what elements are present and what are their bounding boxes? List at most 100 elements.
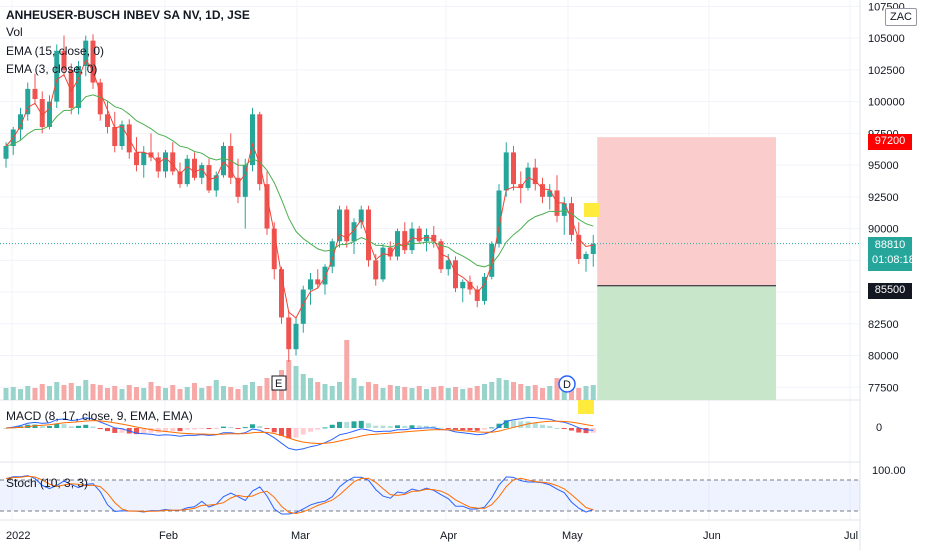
macd-histogram-bar xyxy=(547,425,553,428)
time-tick-label: Feb xyxy=(159,530,178,542)
volume-bar xyxy=(395,386,400,400)
volume-bar xyxy=(583,386,589,400)
volume-bar xyxy=(192,383,197,400)
legend-ema15[interactable]: EMA (15, close, 0) xyxy=(6,44,105,58)
signal-line xyxy=(5,420,594,445)
volume-bar xyxy=(590,385,596,400)
volume-bar xyxy=(264,378,270,400)
short-position-tool[interactable] xyxy=(0,137,860,414)
macd-histogram-bar xyxy=(453,428,458,430)
macd-histogram-bar xyxy=(119,428,125,433)
macd-histogram-bar xyxy=(257,426,263,428)
highlight-box xyxy=(584,203,600,217)
dividend-marker-circle xyxy=(558,375,576,393)
volume-bar xyxy=(300,374,306,400)
volume-bar xyxy=(308,378,313,400)
candle-body xyxy=(228,146,234,178)
volume-bar xyxy=(554,378,560,400)
candle-body xyxy=(105,114,110,127)
candle-body xyxy=(97,82,103,115)
time-tick-label: 2022 xyxy=(6,530,30,542)
macd-histogram-bar xyxy=(61,424,67,428)
macd-histogram-bar xyxy=(540,424,545,428)
candle-body xyxy=(503,152,509,191)
volume-bar xyxy=(474,386,480,400)
volume-bar xyxy=(39,384,45,400)
macd-histogram-bar xyxy=(192,428,197,430)
macd-histogram-bar xyxy=(322,427,328,429)
macd-histogram-bar xyxy=(351,421,357,428)
candle-body xyxy=(496,190,502,244)
macd-histogram-bar xyxy=(293,428,299,438)
legend-vol[interactable]: Vol xyxy=(6,25,23,39)
macd-histogram-bar xyxy=(163,428,168,432)
time-axis[interactable]: 2022 Feb Mar Apr May Jun Jul xyxy=(6,530,858,542)
candle-body xyxy=(90,40,96,83)
earnings-marker-box xyxy=(271,375,287,391)
candle-body xyxy=(322,266,328,285)
candle-body xyxy=(264,184,270,229)
candle-body xyxy=(351,222,357,242)
currency-badge[interactable]: ZAC xyxy=(885,8,917,26)
candle-body xyxy=(380,247,386,280)
candle-body xyxy=(532,167,538,185)
candle-body xyxy=(409,228,415,251)
macd-histogram-bar xyxy=(467,428,473,431)
candle-body xyxy=(221,146,226,176)
volume-bar xyxy=(293,366,299,400)
volume-bar xyxy=(170,385,176,400)
macd-histogram-bar xyxy=(561,428,567,429)
candle-body xyxy=(68,69,74,108)
volume-bar xyxy=(184,387,190,400)
macd-histogram-bar xyxy=(358,420,364,428)
candle-body xyxy=(271,228,277,270)
volume-bar xyxy=(511,382,516,400)
time-tick-label: Mar xyxy=(291,530,310,542)
earnings-marker-label: E xyxy=(275,378,282,390)
macd-legend[interactable]: MACD (8, 17, close, 9, EMA, EMA) xyxy=(6,409,193,423)
volume-bar xyxy=(177,389,183,400)
candle-body xyxy=(47,101,52,127)
candle-body xyxy=(155,157,161,172)
volume-bar xyxy=(431,387,437,400)
volume-bar xyxy=(163,388,168,400)
macd-histogram-bar xyxy=(148,428,154,433)
last-price-value: 88810 xyxy=(874,239,906,251)
macd-histogram-bar xyxy=(409,425,415,428)
ema-lines xyxy=(5,58,594,319)
legend-ema3[interactable]: EMA (3, close, 0) xyxy=(6,62,98,76)
volume-bar xyxy=(416,386,422,400)
candle-body xyxy=(141,152,147,166)
macd-histogram-bar xyxy=(489,427,495,429)
macd-histogram-bar xyxy=(503,420,509,428)
price-tick-label: 105000 xyxy=(868,33,905,45)
volume-bar xyxy=(10,387,16,400)
candle-body xyxy=(76,66,81,108)
macd-histogram-bar xyxy=(482,428,487,430)
stoch-k-line xyxy=(5,475,594,515)
macd-histogram-bar xyxy=(344,421,350,428)
candle-body xyxy=(39,99,45,127)
candle-body xyxy=(242,165,248,197)
volume-bar xyxy=(18,389,23,400)
stoch-pane xyxy=(0,475,860,515)
candle-body xyxy=(445,260,451,270)
candle-body xyxy=(467,281,473,290)
candle-body xyxy=(170,152,176,172)
volume-bar xyxy=(453,387,458,400)
macd-histogram-bar xyxy=(576,428,582,433)
volume-bar xyxy=(576,388,582,400)
macd-histogram-bar xyxy=(206,428,212,430)
volume-bar xyxy=(387,385,393,400)
candle-body xyxy=(460,281,466,289)
stoch-legend[interactable]: Stoch (10, 3, 3) xyxy=(6,476,89,490)
candle-body xyxy=(286,317,292,350)
macd-histogram-bar xyxy=(264,428,270,430)
candle-body xyxy=(547,190,553,197)
macd-histogram-bar xyxy=(373,425,379,428)
symbol-title[interactable]: ANHEUSER-BUSCH INBEV SA NV, 1D, JSE xyxy=(6,8,250,22)
candle-body xyxy=(431,234,437,242)
volume-bar xyxy=(467,388,473,400)
